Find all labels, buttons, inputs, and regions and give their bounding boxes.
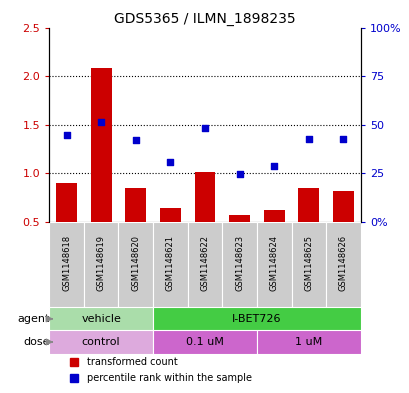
- Point: [305, 136, 311, 143]
- Point: [167, 159, 173, 165]
- Point: [98, 119, 104, 125]
- Bar: [49, 307, 153, 331]
- Bar: [298, 188, 319, 222]
- Text: GSM1148624: GSM1148624: [269, 235, 278, 291]
- Text: GSM1148619: GSM1148619: [97, 235, 106, 291]
- Bar: [256, 331, 360, 354]
- Point: [339, 136, 346, 143]
- Bar: [194, 171, 215, 222]
- Bar: [222, 222, 256, 307]
- Point: [201, 125, 208, 131]
- Bar: [332, 191, 353, 222]
- Text: control: control: [82, 337, 120, 347]
- Text: GSM1148625: GSM1148625: [303, 235, 312, 291]
- Text: transformed count: transformed count: [86, 357, 177, 367]
- Bar: [153, 307, 360, 331]
- Text: percentile rank within the sample: percentile rank within the sample: [86, 373, 251, 383]
- Text: dose: dose: [23, 337, 50, 347]
- Text: GSM1148621: GSM1148621: [166, 235, 175, 291]
- Text: agent: agent: [18, 314, 50, 324]
- Point: [236, 171, 242, 178]
- Text: GSM1148623: GSM1148623: [234, 235, 243, 291]
- Text: I-BET726: I-BET726: [231, 314, 281, 324]
- Text: GSM1148626: GSM1148626: [338, 235, 347, 291]
- Point: [132, 137, 139, 143]
- Text: vehicle: vehicle: [81, 314, 121, 324]
- Text: GSM1148618: GSM1148618: [62, 235, 71, 291]
- Title: GDS5365 / ILMN_1898235: GDS5365 / ILMN_1898235: [114, 13, 295, 26]
- Bar: [326, 222, 360, 307]
- Bar: [256, 222, 291, 307]
- Bar: [56, 183, 77, 222]
- Bar: [187, 222, 222, 307]
- Bar: [90, 68, 111, 222]
- Bar: [291, 222, 326, 307]
- Bar: [83, 222, 118, 307]
- Text: GSM1148622: GSM1148622: [200, 235, 209, 291]
- Bar: [49, 331, 153, 354]
- Point: [63, 131, 70, 138]
- Bar: [153, 222, 187, 307]
- Text: 1 uM: 1 uM: [294, 337, 322, 347]
- Text: GSM1148620: GSM1148620: [131, 235, 140, 291]
- Bar: [49, 222, 83, 307]
- Bar: [118, 222, 153, 307]
- Text: 0.1 uM: 0.1 uM: [186, 337, 223, 347]
- Bar: [125, 188, 146, 222]
- Bar: [160, 208, 180, 222]
- Bar: [153, 331, 256, 354]
- Point: [270, 163, 277, 169]
- Bar: [229, 215, 249, 222]
- Bar: [263, 211, 284, 222]
